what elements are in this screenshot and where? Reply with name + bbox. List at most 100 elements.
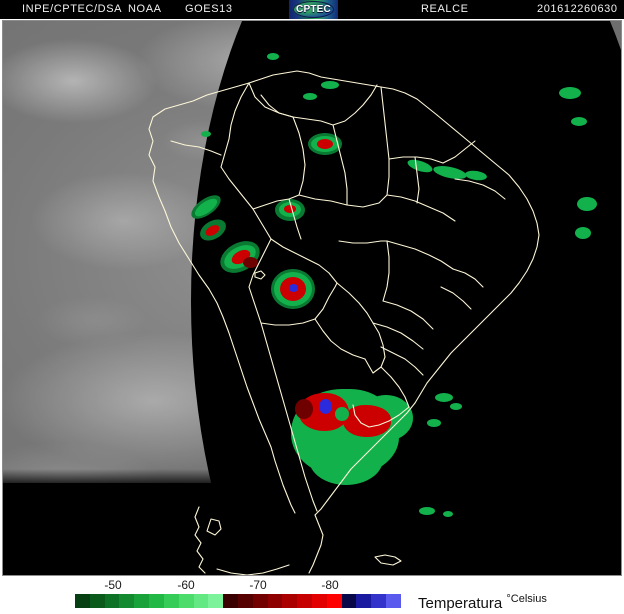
cell-blue-core-bolivia (289, 284, 298, 292)
colorbar-segment-0 (75, 594, 90, 608)
coastline-falklands (374, 554, 402, 566)
header-timestamp: 201612260630 (537, 3, 618, 15)
cell-green-caribbean (267, 53, 279, 60)
colorbar-segment-1 (89, 594, 105, 608)
border-state-tocantins (380, 86, 390, 196)
colorbar-unit-text: °Celsius (506, 593, 547, 605)
colorbar-segment-3 (119, 594, 135, 608)
mcs-red-core-east (343, 405, 391, 437)
coastline-tierra-del-fuego (216, 564, 290, 575)
colorbar-title: Temperatura °Celsius (418, 589, 547, 614)
colorbar-segment-21 (386, 594, 401, 608)
colorbar-segment-20 (371, 594, 387, 608)
colorbar-gradient (75, 594, 401, 608)
border-state-mato-grosso (298, 194, 348, 206)
coastline-chiloe (206, 518, 222, 536)
cell-green-atlantic-ne2 (571, 117, 587, 126)
border-uruguay-argentina (352, 404, 410, 428)
border-state-piaui (414, 156, 420, 204)
cell-green-brazil-s1 (435, 393, 453, 402)
mcs-blue-coldest-top (319, 399, 332, 414)
border-bolivia-peru (248, 238, 272, 288)
mcs-red-core-edge (295, 399, 313, 419)
colorbar-tick-labels: -50 -60 -70 -80 (0, 578, 624, 592)
colorbar-segment-13 (267, 594, 283, 608)
colorbar-tick-neg70: -70 (249, 578, 267, 592)
cell-green-pacific-sw2 (443, 511, 453, 517)
border-brazil-bolivia (270, 238, 338, 284)
colorbar-segment-17 (326, 594, 342, 608)
colorbar-segment-19 (356, 594, 372, 608)
border-paraguay-argentina (314, 318, 366, 360)
border-state-mt-ms (338, 240, 388, 244)
colorbar-segment-10 (223, 594, 238, 608)
border-state-rio (440, 286, 472, 310)
border-state-goias (346, 194, 388, 208)
colorbar-footer: -50 -60 -70 -80 Temperatura °Celsius (0, 577, 624, 614)
coastline-patagonia-west (194, 506, 206, 574)
border-state-ms-sp (382, 240, 390, 302)
header-agency: NOAA (128, 3, 162, 15)
border-state-para (332, 124, 348, 206)
cell-green-pacific-sw (419, 507, 435, 515)
header-institution: INPE/CPTEC/DSA (22, 3, 123, 15)
header-product: REALCE (421, 3, 469, 15)
cell-red-brazil-c (317, 139, 333, 149)
colorbar-segment-6 (163, 594, 179, 608)
cell-red-peru-s2 (243, 257, 258, 268)
colorbar-segment-14 (282, 594, 298, 608)
colorbar-title-text: Temperatura (418, 595, 503, 612)
border-state-ceara (442, 140, 476, 164)
lake-titicaca (254, 270, 266, 280)
coastline-patagonia-east (308, 514, 324, 574)
cell-green-brazil-s3 (427, 419, 441, 427)
border-brazil-colombia (220, 82, 250, 168)
border-paraguay-brazil (336, 282, 374, 324)
border-state-rondonia (288, 198, 302, 240)
cell-green-atlantic-e1 (577, 197, 597, 211)
colorbar-segment-4 (134, 594, 150, 608)
border-uruguay-brazil (380, 366, 410, 408)
border-bolivia-chile (248, 286, 262, 324)
satellite-image-canvas (3, 21, 621, 575)
satellite-image-panel (2, 20, 622, 576)
border-bolivia-argentina (260, 318, 316, 326)
colorbar-segment-15 (297, 594, 312, 608)
border-state-pernambuco (454, 178, 506, 200)
colorbar-segment-7 (178, 594, 194, 608)
border-state-maranhao (388, 156, 444, 164)
colorbar-tick-neg50: -50 (104, 578, 122, 592)
cell-green-guyana-1 (321, 81, 339, 89)
coastline-south-america (148, 116, 296, 514)
border-state-minas (386, 240, 454, 270)
border-state-amazonas (292, 116, 306, 196)
border-state-roraima (260, 94, 294, 118)
border-bolivia-paraguay (314, 282, 338, 320)
border-brazil-peru (220, 166, 272, 240)
cell-green-colombia (201, 131, 211, 137)
border-state-bahia (386, 194, 456, 222)
cptec-oval-shape (293, 1, 334, 18)
cell-green-atlantic-ne (559, 87, 581, 99)
coastline-caribbean-north (152, 70, 438, 118)
coastline-brazil-south-argentina (314, 402, 416, 516)
header-satellite: GOES13 (185, 3, 233, 15)
cptec-logo-icon: CPTEC (289, 0, 338, 19)
colorbar-segment-12 (252, 594, 268, 608)
cell-green-atlantic-e2 (575, 227, 591, 239)
map-vector-overlay (3, 21, 621, 575)
colorbar-segment-11 (237, 594, 253, 608)
colorbar-segment-16 (312, 594, 327, 608)
colorbar-segment-5 (149, 594, 164, 608)
border-state-amazonas-acre (252, 194, 300, 210)
border-argentina-chile (260, 322, 318, 512)
border-brazil-argentina (364, 322, 386, 374)
border-peru-ecuador (170, 140, 222, 156)
border-state-pr-sc (372, 322, 424, 350)
colorbar-segment-2 (104, 594, 120, 608)
cell-green-guyana-2 (303, 93, 317, 100)
border-state-espirito (452, 268, 484, 288)
colorbar-tick-neg60: -60 (177, 578, 195, 592)
border-brazil-guyanas (332, 84, 378, 126)
